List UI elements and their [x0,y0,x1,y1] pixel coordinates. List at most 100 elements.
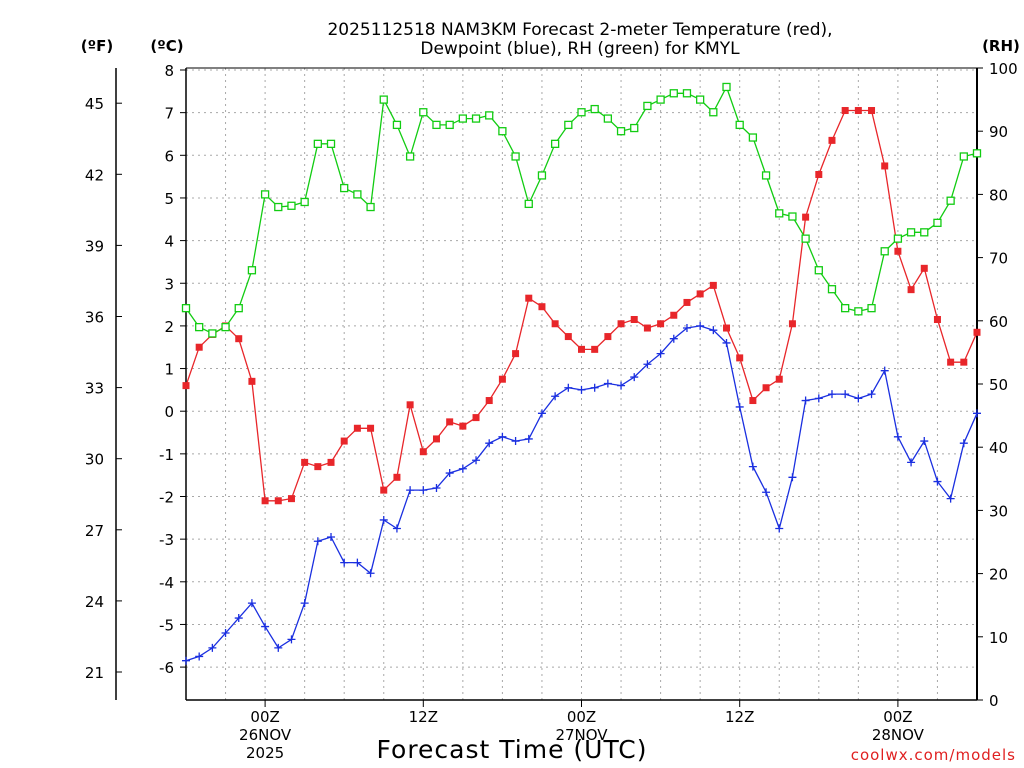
rh-point [326,139,336,148]
rh-point [616,127,626,136]
temperature-point [367,424,375,432]
rh-point [946,196,955,205]
celsius-tick-label: 7 [164,105,174,123]
rh-point [603,114,613,123]
dewpoint-point [907,458,916,467]
fahrenheit-tick-label: 24 [85,593,104,611]
temperature-point [485,397,493,405]
dewpoint-point [893,432,902,441]
temperature-point [340,437,348,445]
rh-point [405,152,415,161]
temperature-point [393,473,401,481]
x-tick-label: 27NOV [555,726,608,744]
dewpoint-point [537,409,546,418]
dewpoint-point [669,334,678,343]
dewpoint-point [327,533,336,542]
rh-point [972,149,982,158]
temperature-point [630,316,638,324]
temperature-point [406,401,414,409]
rh-point [735,120,744,130]
temperature-point [736,354,744,362]
dewpoint-point [762,488,771,497]
rh-tick-label: 80 [989,186,1008,204]
celsius-tick-label: 1 [164,361,174,379]
temperature-point [459,422,467,430]
dewpoint-point [182,656,190,665]
temperature-point [327,458,335,466]
rh-point [432,120,441,130]
rh-point [880,247,889,256]
dewpoint-point [366,569,375,578]
celsius-tick-label: 0 [164,403,174,421]
x-tick-label: 12Z [725,708,754,726]
dewpoint-point [748,462,757,471]
x-tick-label: 26NOV [239,726,292,744]
temperature-point [854,107,862,115]
dewpoint-point [472,456,481,465]
dewpoint-point [419,486,428,495]
dewpoint-point [577,385,586,394]
dewpoint-point [946,494,955,503]
rh-point [195,322,204,332]
fahrenheit-tick-label: 21 [85,664,104,682]
temperature-point [907,286,915,294]
rh-point [458,114,468,123]
dewpoint-point [827,390,836,399]
rh-point [801,234,810,243]
temperature-point [261,497,269,505]
axes: 876543210-1-2-3-4-5-64542393633302724211… [85,60,1018,762]
temperature-point [446,418,454,426]
rh-point [643,101,652,111]
dewpoint-point [959,439,968,448]
rh-point [313,139,322,148]
dewpoint-point [300,599,309,608]
celsius-tick-label: 5 [164,190,174,208]
temperature-series [182,107,981,505]
dewpoint-point [854,394,863,403]
celsius-tick-label: -5 [159,616,174,634]
credit-text: coolwx.com/models [851,746,1016,764]
temperature-point [578,345,585,353]
dewpoint-point [590,383,599,392]
rh-point [827,285,837,294]
rh-point [630,123,639,133]
dewpoint-point [709,326,718,335]
rh-point [366,202,375,212]
chart-title-line-1: 2025112518 NAM3KM Forecast 2-meter Tempe… [327,20,832,40]
rh-point [208,329,217,338]
dewpoint-point [617,381,626,390]
x-tick-label: 28NOV [872,726,925,744]
temperature-point [788,320,796,328]
rh-point [234,304,243,313]
dewpoint-point [392,524,401,533]
celsius-tick-label: 2 [164,318,174,336]
dewpoint-point [801,396,810,405]
dewpoint-point [353,558,362,567]
dewpoint-point [722,338,731,347]
celsius-tick-label: 6 [164,147,174,165]
rh-point [933,218,942,227]
rh-point [696,95,705,104]
dewpoint-point [880,366,889,375]
temperature-point [591,345,599,353]
dewpoint-point [432,483,441,492]
rh-point [392,120,402,130]
x-tick-label: 12Z [409,708,438,726]
rh-point [181,304,191,313]
temperature-point [960,358,968,366]
chart-title-line-2: Dewpoint (blue), RH (green) for KMYL [420,39,740,59]
temperature-point [432,435,440,443]
dewpoint-point [287,635,296,644]
temperature-point [973,328,981,336]
temperature-point [512,350,520,358]
temperature-point [195,343,203,351]
rh-point [485,111,494,120]
dewpoint-point [603,379,612,388]
temperature-point [828,136,836,144]
rh-point [471,114,481,123]
data-series [181,82,982,665]
dewpoint-point [841,390,850,399]
celsius-tick-label: -6 [159,659,174,677]
rh-tick-label: 40 [989,439,1008,457]
